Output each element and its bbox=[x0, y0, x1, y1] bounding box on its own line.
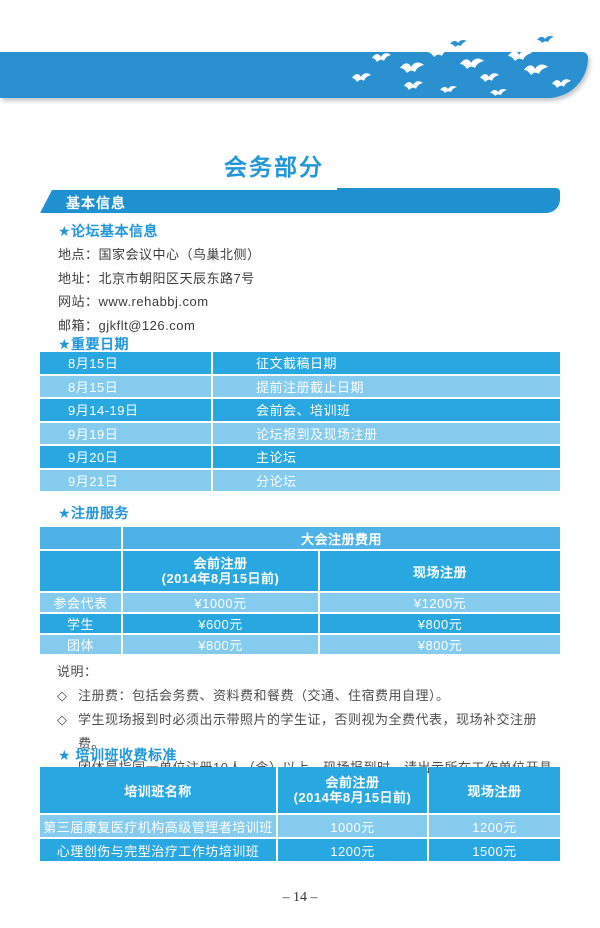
row-label-cell: 团体 bbox=[40, 635, 121, 654]
date-cell: 9月19日 bbox=[40, 422, 211, 444]
event-cell: 分论坛 bbox=[213, 469, 560, 491]
training-name-cell: 第三届康复医疗机构高级管理者培训班 bbox=[40, 815, 276, 837]
empty-corner-cell bbox=[40, 527, 121, 549]
note-text: 学生现场报到时必须出示带照片的学生证，否则视为全费代表，现场补交注册费。 bbox=[78, 712, 538, 751]
span-header-cell: 大会注册费用 bbox=[123, 527, 560, 549]
registration-fee-table: 大会注册费用 会前注册 (2014年8月15日前) 现场注册 参会代表 ¥100… bbox=[40, 527, 560, 654]
training-pre-header-line2: (2014年8月15日前) bbox=[293, 790, 412, 805]
birds-icon bbox=[352, 35, 571, 96]
empty-header-cell bbox=[40, 551, 121, 591]
training-pre-cell: 1000元 bbox=[278, 815, 427, 837]
training-name-cell: 心理创伤与完型治疗工作坊培训班 bbox=[40, 839, 276, 861]
note-item: ◇ 学生现场报到时必须出示带照片的学生证，否则视为全费代表，现场补交注册费。 bbox=[57, 708, 562, 756]
training-pre-header: 会前注册 (2014年8月15日前) bbox=[278, 767, 427, 813]
training-pre-header-line1: 会前注册 bbox=[325, 775, 380, 790]
header-band bbox=[0, 35, 588, 98]
contact-info: 地点：国家会议中心（鸟巢北侧） 地址：北京市朝阳区天辰东路7号 网站：www.r… bbox=[58, 243, 261, 337]
pre-registration-header-line1: 会前注册 bbox=[193, 556, 248, 571]
training-name-header: 培训班名称 bbox=[40, 767, 276, 813]
onsite-registration-header: 现场注册 bbox=[320, 551, 560, 591]
date-cell: 9月21日 bbox=[40, 469, 211, 491]
training-fee-table: 培训班名称 会前注册 (2014年8月15日前) 现场注册 第三届康复医疗机构高… bbox=[40, 767, 560, 861]
date-cell: 9月14-19日 bbox=[40, 399, 211, 421]
training-pre-cell: 1200元 bbox=[278, 839, 427, 861]
pre-registration-header: 会前注册 (2014年8月15日前) bbox=[123, 551, 318, 591]
important-dates-table: 8月15日 征文截稿日期 8月15日 提前注册截止日期 9月14-19日 会前会… bbox=[40, 352, 560, 491]
diamond-icon: ◇ bbox=[57, 712, 68, 727]
contact-line-address: 地址：北京市朝阳区天辰东路7号 bbox=[58, 270, 255, 286]
row-label-cell: 学生 bbox=[40, 614, 121, 633]
pre-fee-cell: ¥1000元 bbox=[123, 593, 318, 612]
date-cell: 8月15日 bbox=[40, 375, 211, 397]
pre-registration-header-line2: (2014年8月15日前) bbox=[161, 571, 280, 586]
onsite-fee-cell: ¥800元 bbox=[320, 614, 560, 633]
event-cell: 会前会、培训班 bbox=[213, 399, 560, 421]
diamond-icon: ◇ bbox=[57, 688, 68, 703]
heading-important-dates: ★重要日期 bbox=[58, 336, 130, 352]
onsite-fee-cell: ¥800元 bbox=[320, 635, 560, 654]
date-cell: 9月20日 bbox=[40, 446, 211, 468]
pre-fee-cell: ¥600元 bbox=[123, 614, 318, 633]
training-onsite-header: 现场注册 bbox=[429, 767, 560, 813]
section-bar-label: 基本信息 bbox=[66, 195, 126, 211]
page-number: – 14 – bbox=[282, 890, 318, 905]
contact-line-venue: 地点：国家会议中心（鸟巢北侧） bbox=[58, 247, 261, 262]
date-cell: 8月15日 bbox=[40, 352, 211, 374]
section-bar-basic-info: 基本信息 bbox=[40, 188, 560, 213]
heading-training-fees: ★ 培训班收费标准 bbox=[58, 747, 177, 763]
event-cell: 征文截稿日期 bbox=[213, 352, 560, 374]
event-cell: 论坛报到及现场注册 bbox=[213, 422, 560, 444]
heading-registration: ★注册服务 bbox=[58, 505, 130, 521]
heading-forum-basic-info: ★论坛基本信息 bbox=[58, 223, 159, 239]
contact-line-website: 网站：www.rehabbj.com bbox=[58, 294, 209, 309]
note-text: 注册费：包括会务费、资料费和餐费（交通、住宿费用自理）。 bbox=[78, 688, 450, 703]
page-title: 会务部分 bbox=[224, 154, 324, 180]
contact-line-email: 邮箱：gjkflt@126.com bbox=[58, 317, 196, 333]
notes-title: 说明： bbox=[57, 664, 98, 679]
pre-fee-cell: ¥800元 bbox=[123, 635, 318, 654]
onsite-fee-cell: ¥1200元 bbox=[320, 593, 560, 612]
note-item: ◇ 注册费：包括会务费、资料费和餐费（交通、住宿费用自理）。 bbox=[57, 684, 562, 708]
training-onsite-cell: 1200元 bbox=[429, 815, 560, 837]
training-onsite-cell: 1500元 bbox=[429, 839, 560, 861]
event-cell: 提前注册截止日期 bbox=[213, 375, 560, 397]
event-cell: 主论坛 bbox=[213, 446, 560, 468]
row-label-cell: 参会代表 bbox=[40, 593, 121, 612]
